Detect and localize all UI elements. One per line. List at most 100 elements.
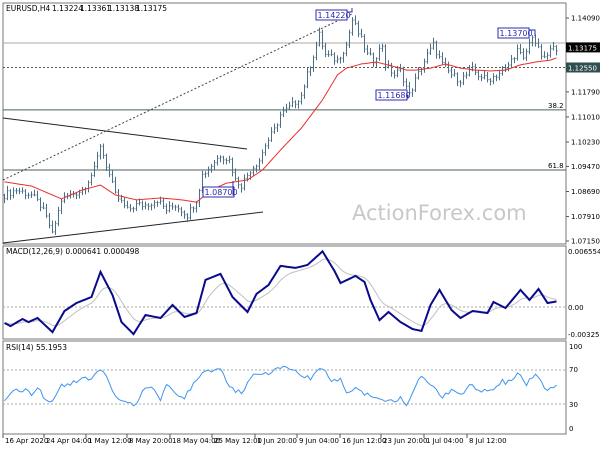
price-bar [477, 70, 480, 81]
upper-trendline[interactable] [2, 117, 248, 150]
price-bar [111, 169, 114, 184]
price-bar [453, 68, 456, 77]
time-tick-label: 16 Jun 12:00 [342, 437, 386, 445]
price-bar [360, 28, 363, 38]
price-bar [177, 204, 180, 213]
price-bar [129, 204, 132, 212]
price-bar [243, 174, 246, 191]
price-bar [264, 143, 267, 156]
current-price-label: 1.13175 [568, 44, 597, 52]
price-bar [90, 172, 93, 186]
price-bar [168, 201, 171, 213]
price-bar [321, 29, 324, 50]
time-tick-label: 8 May 20:00 [129, 437, 173, 445]
price-bar [54, 220, 57, 235]
price-label-connector [347, 8, 353, 13]
rsi-line [4, 365, 557, 407]
price-bar [27, 192, 30, 199]
price-bar [483, 70, 486, 80]
price-tick-label: 1.07910 [571, 213, 600, 221]
price-bar [549, 44, 552, 58]
rsi-tick-label: 0 [569, 425, 573, 433]
price-bar [498, 70, 501, 81]
price-bar [210, 163, 213, 173]
price-bar [255, 164, 258, 173]
price-bar [48, 213, 51, 229]
price-bar [378, 44, 381, 61]
price-label: 1.08700 [205, 188, 238, 197]
price-bar [513, 57, 516, 64]
price-bar [60, 198, 63, 214]
price-label-box [202, 186, 235, 198]
price-bar [144, 201, 147, 210]
price-bar [234, 168, 237, 181]
price-bar [345, 41, 348, 57]
price-bar [534, 34, 537, 47]
price-bar [297, 100, 300, 109]
time-tick-label: 8 Jul 12:00 [469, 437, 507, 445]
price-bar [225, 157, 228, 165]
price-bar [135, 199, 138, 211]
price-bar [33, 189, 36, 197]
price-bar [423, 58, 426, 73]
price-bar [384, 44, 387, 71]
channel-dashed-line[interactable] [2, 13, 353, 181]
macd-line [4, 249, 557, 336]
price-tick-label: 1.10230 [571, 139, 600, 147]
price-bar [543, 51, 546, 59]
price-label-box [375, 89, 408, 101]
price-bar [114, 176, 117, 194]
price-axis: 1.14090 1.11790 1.11010 1.10230 1.09470 1.086… [566, 15, 600, 245]
price-bar [180, 206, 183, 217]
time-tick-label: 1 Jun 20:00 [257, 437, 297, 445]
price-bar [132, 206, 135, 213]
price-bar [270, 127, 273, 142]
price-bar [195, 201, 198, 213]
macd-panel [2, 245, 567, 340]
high-value: 1.13361 [80, 4, 111, 13]
price-bar [552, 41, 555, 51]
open-value: 1.13224 [52, 4, 83, 13]
price-bar [315, 41, 318, 61]
price-bar [213, 159, 216, 170]
price-annotations: 1.14220 1.13700 1.11680 1.08700 [202, 8, 536, 198]
price-bar [474, 63, 477, 76]
price-bar [288, 101, 291, 111]
price-bar [36, 190, 39, 202]
price-bar [21, 187, 24, 194]
time-tick-label: 24 Apr 04:00 [46, 437, 92, 445]
moving-average-line [4, 57, 557, 203]
price-bar [333, 52, 336, 65]
price-bar [330, 49, 333, 57]
price-bar [528, 38, 531, 55]
price-bar [339, 56, 342, 64]
price-bar [42, 202, 45, 210]
price-bar [522, 48, 525, 60]
price-bar [381, 43, 384, 52]
price-bar [309, 66, 312, 77]
price-bar [183, 210, 186, 219]
price-bar [276, 123, 279, 132]
price-label: 1.13700 [500, 29, 533, 38]
price-bar [57, 206, 60, 227]
price-label-connector [232, 181, 234, 196]
low-value: 1.13138 [108, 4, 139, 13]
price-bar [411, 88, 414, 97]
price-bar [417, 66, 420, 80]
price-bar [393, 70, 396, 79]
price-label-connector [529, 29, 536, 36]
price-bar [348, 29, 351, 49]
price-bar [405, 78, 408, 89]
price-bar [39, 197, 42, 212]
price-label-box [497, 27, 530, 39]
price-bar [222, 155, 225, 165]
price-bar [444, 57, 447, 67]
price-bar [291, 97, 294, 108]
price-bar [342, 51, 345, 63]
rsi-tick-label: 70 [569, 366, 578, 374]
lower-trendline[interactable] [2, 211, 264, 244]
price-bar [123, 197, 126, 209]
price-bar [279, 111, 282, 128]
price-bar [198, 188, 201, 208]
